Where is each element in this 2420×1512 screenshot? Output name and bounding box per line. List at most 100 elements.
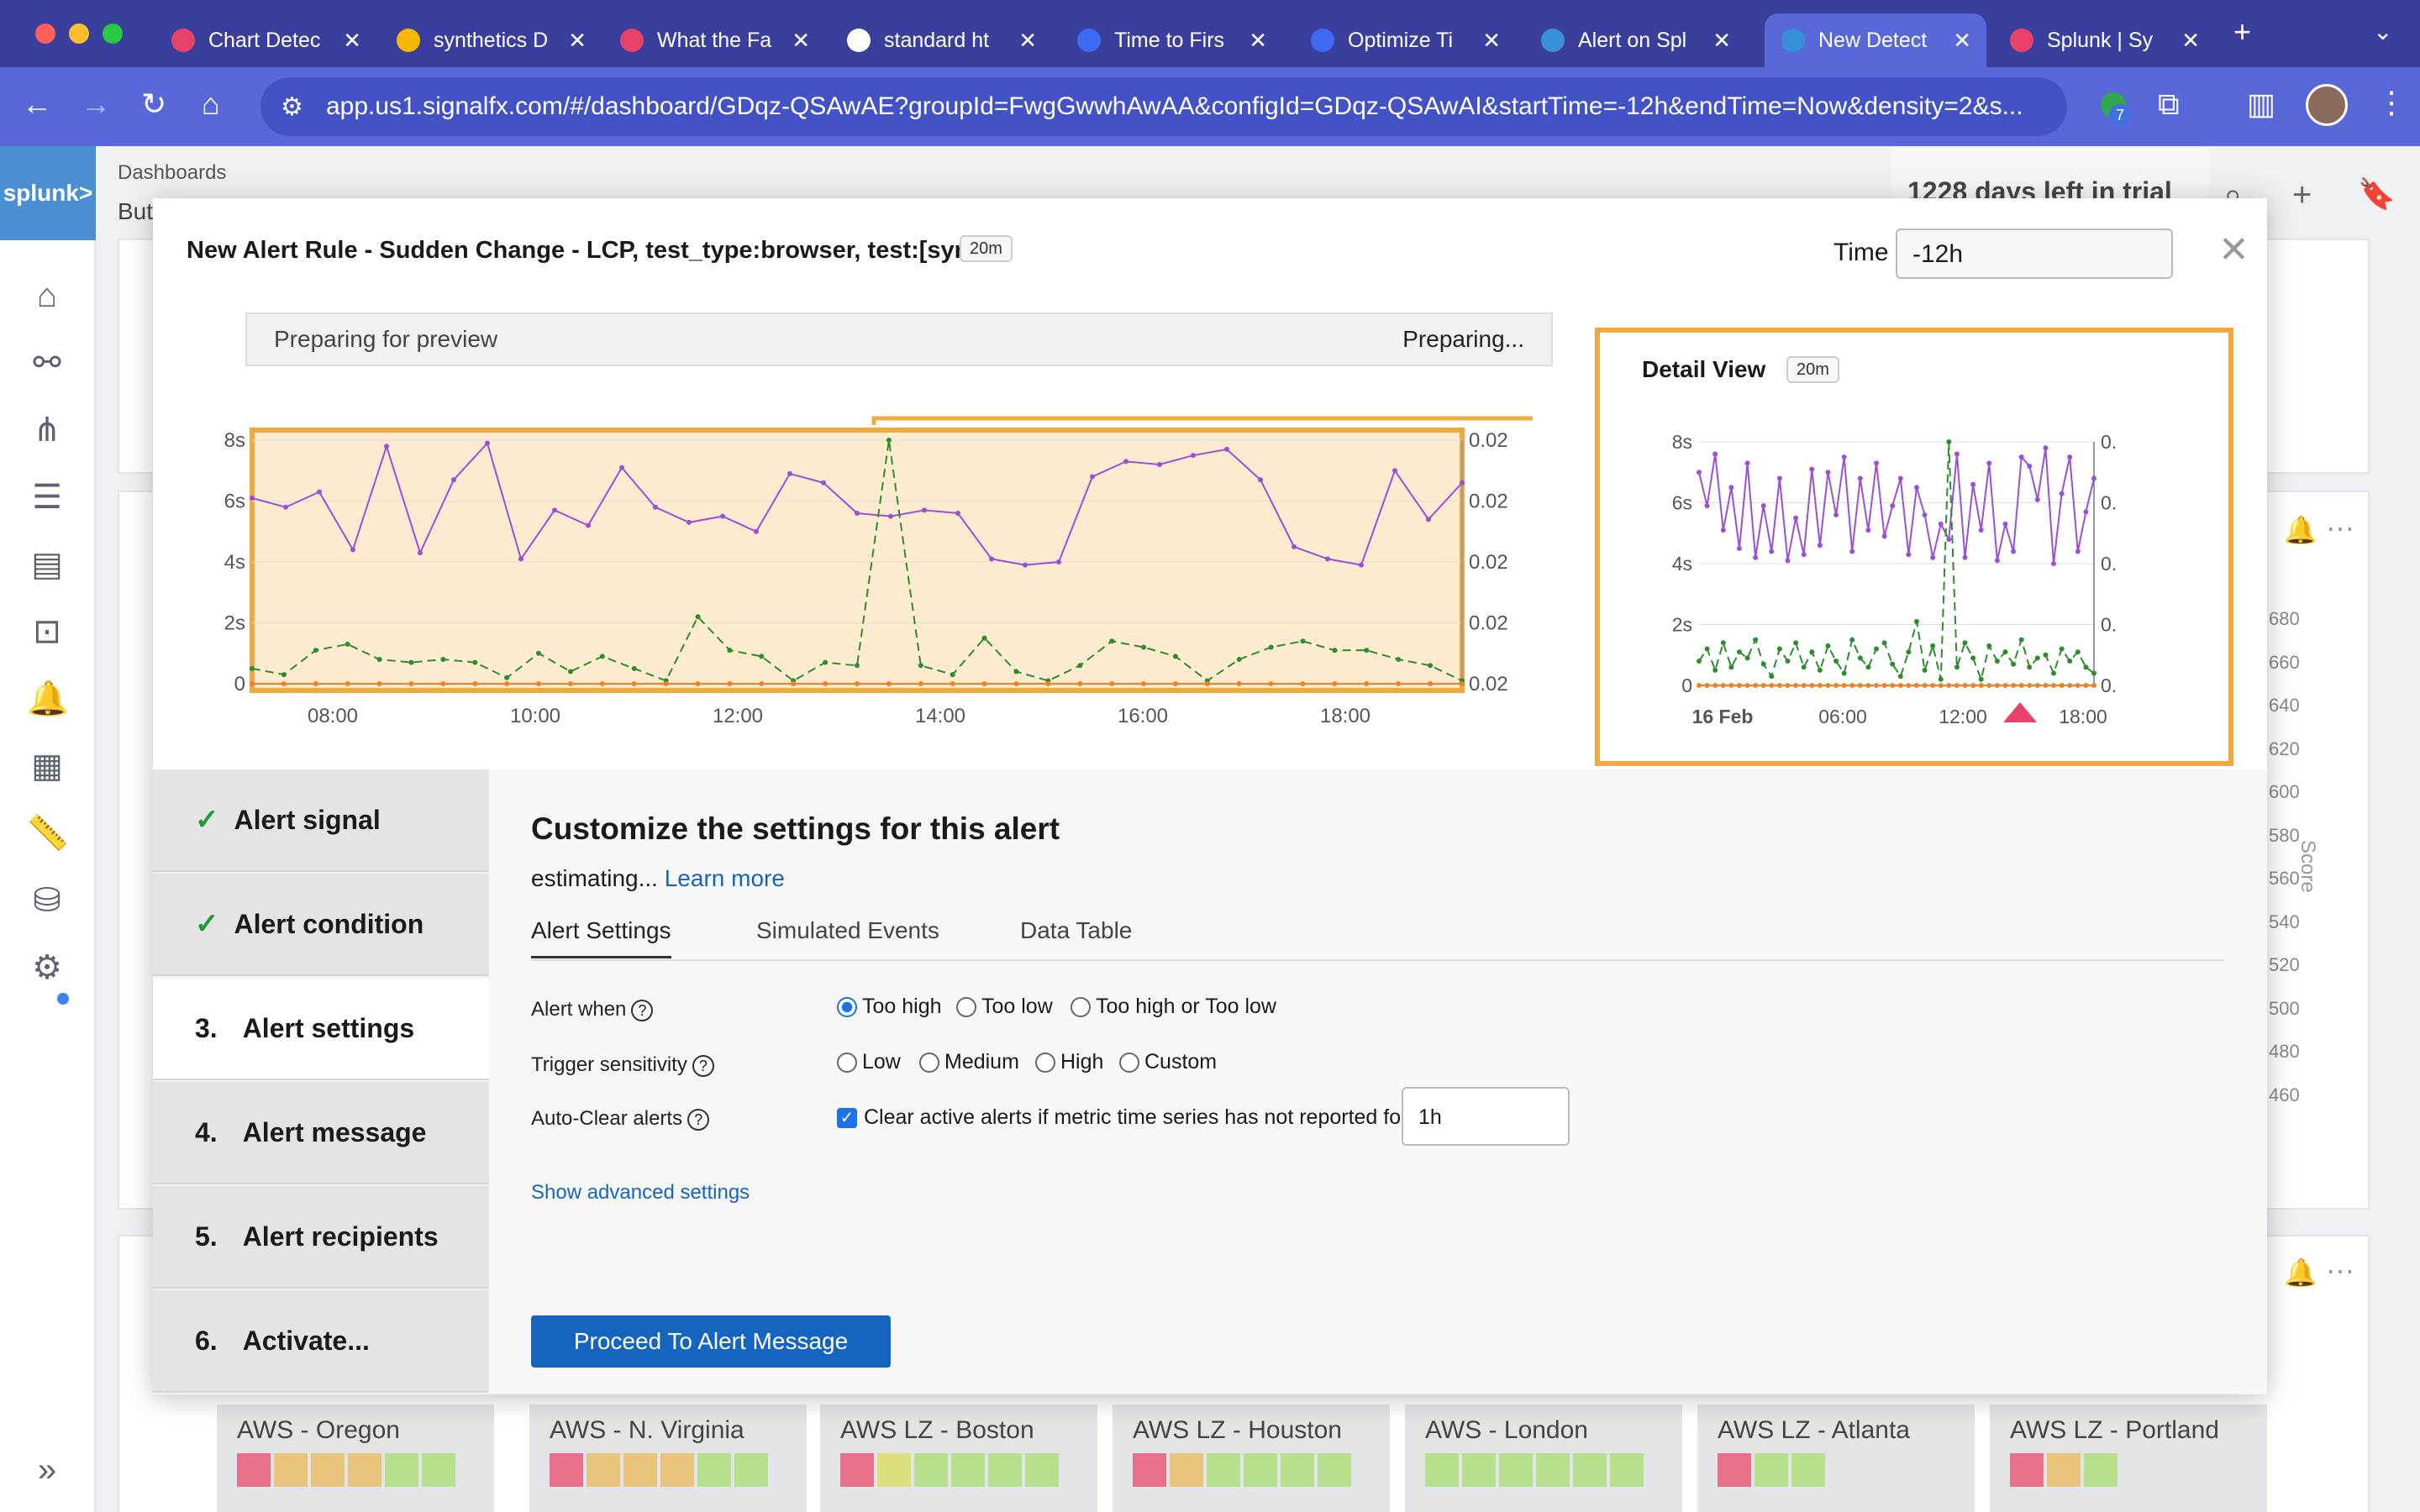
splunk-logo[interactable]: splunk> xyxy=(0,146,96,240)
time-range-input[interactable]: -12h xyxy=(1896,228,2173,279)
browser-tab[interactable]: What the Fa ✕ xyxy=(603,13,825,67)
close-tab-icon[interactable]: ✕ xyxy=(792,27,810,53)
tab-simulated-events[interactable]: Simulated Events xyxy=(756,917,939,943)
radio-high[interactable]: High xyxy=(1035,1050,1103,1074)
data-point xyxy=(2059,683,2065,688)
radio-too-low[interactable]: Too low xyxy=(956,995,1053,1019)
tab-title: What the Fa xyxy=(657,28,772,52)
panel-bell-icon[interactable]: 🔔 xyxy=(2284,515,2317,545)
forward-icon[interactable]: → xyxy=(81,87,111,121)
browser-tab[interactable]: standard ht ✕ xyxy=(830,13,1052,67)
reload-icon[interactable]: ↻ xyxy=(141,87,167,121)
browser-tab[interactable]: Time to Firs ✕ xyxy=(1060,13,1282,67)
close-tab-icon[interactable]: ✕ xyxy=(1018,27,1037,53)
new-tab-icon[interactable]: + xyxy=(2233,14,2252,49)
extensions-puzzle-icon[interactable]: ⧉ xyxy=(2158,87,2180,121)
tab-alert-settings[interactable]: Alert Settings xyxy=(531,917,671,958)
radio-medium[interactable]: Medium xyxy=(919,1050,1019,1074)
settings-gear-nav-icon[interactable]: ⚙ xyxy=(32,949,62,986)
main-preview-chart[interactable]: 0 0.02 2s 0.02 4s 0.02 6s 0.02 8s 0.02 08:00 10:00 1… xyxy=(193,398,1588,754)
browser-tab[interactable]: Optimize Ti ✕ xyxy=(1294,13,1516,67)
browser-tab[interactable]: Splunk | Sy ✕ xyxy=(1993,13,2215,67)
expand-sidebar-icon[interactable]: » xyxy=(37,1452,57,1488)
learn-more-link[interactable]: Learn more xyxy=(664,865,785,891)
browser-tab[interactable]: New Detect ✕ xyxy=(1765,13,1986,67)
help-icon[interactable]: ? xyxy=(687,1109,710,1131)
radio-custom[interactable]: Custom xyxy=(1119,1050,1217,1074)
profile-avatar[interactable] xyxy=(2306,84,2348,126)
close-modal-icon[interactable]: ✕ xyxy=(2218,229,2249,270)
panel-more-icon[interactable]: ⋯ xyxy=(2326,513,2354,545)
close-tab-icon[interactable]: ✕ xyxy=(1482,27,1501,53)
region-tile[interactable]: AWS - N. Virginia xyxy=(529,1404,807,1512)
data-point xyxy=(350,547,355,553)
region-tile[interactable]: AWS LZ - Atlanta xyxy=(1697,1404,1975,1512)
close-tab-icon[interactable]: ✕ xyxy=(1953,27,1971,53)
data-point xyxy=(1857,475,1863,481)
close-tab-icon[interactable]: ✕ xyxy=(343,27,361,53)
close-tab-icon[interactable]: ✕ xyxy=(1249,27,1267,53)
proceed-button[interactable]: Proceed To Alert Message xyxy=(531,1315,891,1368)
tab-search-chevron-icon[interactable]: ⌄ xyxy=(2373,18,2393,45)
region-tile[interactable]: AWS LZ - Houston xyxy=(1113,1404,1390,1512)
wizard-step-2[interactable]: ✓ Alert condition xyxy=(153,874,489,976)
minimize-window-dot[interactable] xyxy=(69,24,89,44)
wizard-step-5[interactable]: 5. Alert recipients xyxy=(153,1186,489,1289)
side-panel-icon[interactable]: ▥ xyxy=(2247,87,2276,121)
ruler-nav-icon[interactable]: 📏 xyxy=(27,815,69,852)
wizard-step-1[interactable]: ✓ Alert signal xyxy=(153,769,489,872)
dashboards-nav-icon[interactable]: ▦ xyxy=(31,748,63,785)
close-tab-icon[interactable]: ✕ xyxy=(1712,27,1731,53)
radio-too-high-or-low[interactable]: Too high or Too low xyxy=(1071,995,1276,1019)
rum-nav-icon[interactable]: ▤ xyxy=(31,546,63,583)
alerts-bell-nav-icon[interactable]: 🔔 xyxy=(27,680,69,717)
bookmark-icon[interactable]: 🔖 xyxy=(2358,176,2396,211)
data-point xyxy=(1809,466,1815,472)
data-point xyxy=(1817,667,1823,673)
close-tab-icon[interactable]: ✕ xyxy=(2181,27,2200,53)
auto-clear-checkbox[interactable]: ✓ Clear active alerts if metric time seri… xyxy=(837,1105,1407,1130)
data-point xyxy=(1141,681,1147,686)
wizard-step-4[interactable]: 4. Alert message xyxy=(153,1082,489,1184)
help-icon[interactable]: ? xyxy=(692,1055,714,1077)
region-tile[interactable]: AWS LZ - Portland xyxy=(1990,1404,2267,1512)
wizard-step-3[interactable]: 3. Alert settings xyxy=(153,978,489,1080)
add-icon[interactable]: + xyxy=(2292,176,2312,213)
tab-data-table[interactable]: Data Table xyxy=(1020,917,1133,943)
help-icon[interactable]: ? xyxy=(631,1000,654,1021)
infrastructure-nav-icon[interactable]: ⋔ xyxy=(33,412,61,449)
home-icon[interactable]: ⌂ xyxy=(202,87,220,121)
apm-nav-icon[interactable]: ⚯ xyxy=(33,344,61,381)
alert-event-marker[interactable] xyxy=(2003,702,2037,722)
browser-tab[interactable]: Chart Detec ✕ xyxy=(155,13,376,67)
region-name: AWS - London xyxy=(1425,1416,1588,1444)
database-nav-icon[interactable]: ⛁ xyxy=(33,882,61,919)
site-settings-icon[interactable]: ⚙ xyxy=(281,93,303,121)
close-tab-icon[interactable]: ✕ xyxy=(568,27,587,53)
region-tile[interactable]: AWS - London xyxy=(1405,1404,1682,1512)
region-tile[interactable]: AWS LZ - Boston xyxy=(820,1404,1097,1512)
browser-tab[interactable]: synthetics D ✕ xyxy=(380,13,602,67)
data-point xyxy=(2059,491,2065,496)
log-nav-icon[interactable]: ☰ xyxy=(32,479,62,516)
close-window-dot[interactable] xyxy=(35,24,55,44)
home-nav-icon[interactable]: ⌂ xyxy=(36,277,58,314)
breadcrumb[interactable]: Dashboards xyxy=(118,161,227,184)
wizard-step-6[interactable]: 6. Activate... xyxy=(153,1290,489,1393)
synthetics-nav-icon[interactable]: ⊡ xyxy=(33,613,61,650)
back-icon[interactable]: ← xyxy=(22,87,52,121)
detail-view-chart[interactable]: 0 0.02 2s 0.02 4s 0.02 6s 0.02 8s 0.02 16 Feb 06:00… xyxy=(1664,420,2118,756)
zoom-window-dot[interactable] xyxy=(103,24,123,44)
data-point xyxy=(2083,683,2089,688)
auto-clear-duration-input[interactable]: 1h xyxy=(1402,1087,1570,1146)
browser-menu-icon[interactable]: ⋮ xyxy=(2376,85,2407,119)
region-tile[interactable]: AWS - Oregon xyxy=(217,1404,494,1512)
show-advanced-settings-link[interactable]: Show advanced settings xyxy=(531,1181,750,1204)
panel-bell-icon[interactable]: 🔔 xyxy=(2284,1257,2317,1288)
browser-tab[interactable]: Alert on Spl ✕ xyxy=(1524,13,1746,67)
preview-window-highlight[interactable] xyxy=(250,428,1465,693)
radio-low[interactable]: Low xyxy=(837,1050,901,1074)
address-bar[interactable]: ⚙ app.us1.signalfx.com/#/dashboard/GDqz-… xyxy=(260,77,2067,136)
radio-too-high[interactable]: Too high xyxy=(837,995,942,1019)
panel-more-icon[interactable]: ⋯ xyxy=(2326,1256,2354,1288)
